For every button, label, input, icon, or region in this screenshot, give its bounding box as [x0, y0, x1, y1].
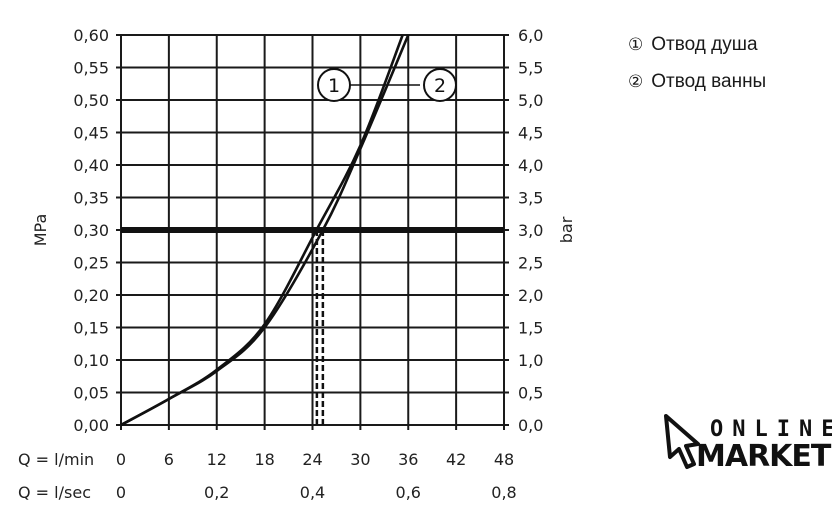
y-tick-left: 0,45: [73, 124, 109, 143]
x-tick-lsec: 0,4: [300, 483, 325, 502]
x-tick-lmin: 30: [350, 450, 370, 469]
x-tick-lmin: 24: [302, 450, 322, 469]
y-tick-left: 0,50: [73, 91, 109, 110]
y-tick-left: 0,60: [73, 26, 109, 45]
x-tick-lmin: 48: [494, 450, 514, 469]
marker-label-2: 2: [434, 75, 446, 97]
y-tick-left: 0,00: [73, 416, 109, 435]
y-axis-label-left: MPa: [31, 214, 50, 247]
x-tick-lsec: 0,2: [204, 483, 229, 502]
legend-symbol-1: ①: [628, 35, 644, 55]
y-tick-left: 0,15: [73, 319, 109, 338]
curve-series-2: [120, 34, 410, 427]
x-label-lsec: Q = l/sec: [18, 483, 91, 502]
y-tick-right: 0,0: [518, 416, 543, 435]
online-market-logo: ONLINE MARKET: [664, 414, 832, 472]
y-tick-right: 1,5: [518, 319, 543, 338]
x-tick-lmin: 42: [446, 450, 466, 469]
legend-symbol-2: ②: [628, 72, 644, 92]
cursor-arrow-icon: [664, 414, 700, 469]
x-tick-lmin: 18: [254, 450, 274, 469]
y-tick-right: 4,0: [518, 156, 543, 175]
marker-label-1: 1: [328, 75, 340, 97]
y-tick-left: 0,30: [73, 221, 109, 240]
logo-line2: MARKET: [696, 439, 832, 472]
y-tick-left: 0,25: [73, 254, 109, 273]
y-tick-right: 0,5: [518, 384, 543, 403]
marker-circle-2: [423, 68, 457, 102]
y-tick-left: 0,20: [73, 286, 109, 305]
x-label-lmin: Q = l/min: [18, 450, 94, 469]
logo-line1: ONLINE: [710, 417, 832, 442]
y-tick-right: 1,0: [518, 351, 543, 370]
y-tick-left: 0,40: [73, 156, 109, 175]
y-tick-right: 5,5: [518, 59, 543, 78]
x-tick-lmin: 0: [116, 450, 126, 469]
y-tick-right: 2,5: [518, 254, 543, 273]
legend-item-2: ② Отвод ванны: [628, 71, 766, 93]
y-tick-right: 3,0: [518, 221, 543, 240]
x-tick-lmin: 12: [207, 450, 227, 469]
marker-circle-1: [317, 68, 351, 102]
y-tick-left: 0,05: [73, 384, 109, 403]
y-tick-left: 0,10: [73, 351, 109, 370]
y-tick-right: 3,5: [518, 189, 543, 208]
x-tick-lsec: 0,8: [491, 483, 516, 502]
x-tick-lmin: 36: [398, 450, 418, 469]
y-tick-right: 2,0: [518, 286, 543, 305]
y-tick-left: 0,35: [73, 189, 109, 208]
x-tick-lsec: 0,6: [396, 483, 421, 502]
legend-label-1: Отвод душа: [651, 34, 758, 55]
y-tick-right: 6,0: [518, 26, 543, 45]
y-axis-label-right: bar: [557, 216, 576, 243]
legend-label-2: Отвод ванны: [651, 71, 767, 92]
y-tick-left: 0,55: [73, 59, 109, 78]
y-tick-right: 4,5: [518, 124, 543, 143]
y-tick-right: 5,0: [518, 91, 543, 110]
legend-item-1: ① Отвод душа: [628, 34, 758, 56]
x-tick-lmin: 6: [164, 450, 174, 469]
x-tick-lsec: 0: [116, 483, 126, 502]
